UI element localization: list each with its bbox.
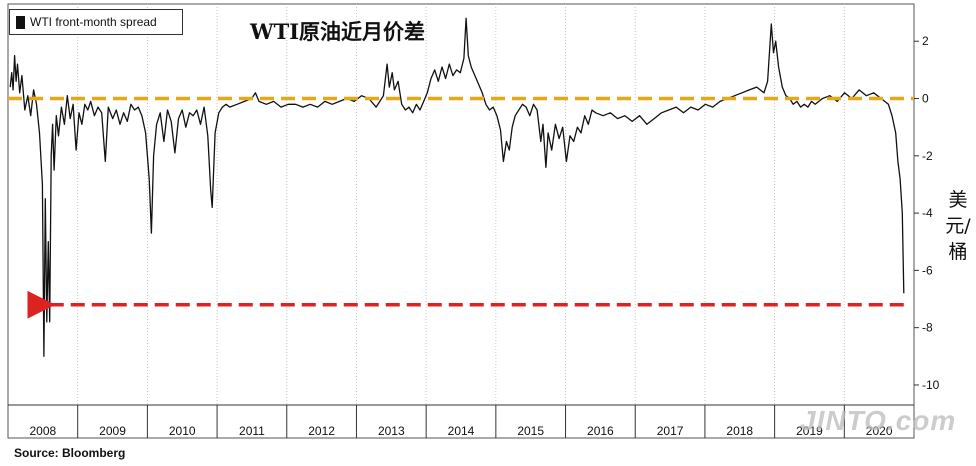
x-tick-label: 2018 (726, 424, 753, 438)
reference-lines (8, 96, 914, 319)
x-axis: 2008 2009 2010 2011 2012 2013 2014 2015 2016 2017… (8, 404, 914, 438)
x-tick-label: 2017 (657, 424, 684, 438)
y-axis: 2 0 -2 -4 -6 -8 -10 (914, 34, 940, 392)
x-tick-label: 2015 (517, 424, 544, 438)
x-tick-label: 2012 (308, 424, 335, 438)
y-tick-label: -10 (922, 378, 940, 392)
legend-entry: WTI front-month spread (30, 15, 157, 29)
x-tick-label: 2014 (448, 424, 475, 438)
x-tick-label: 2009 (99, 424, 126, 438)
x-tick-label: 2013 (378, 424, 405, 438)
plot-frame (7, 3, 915, 439)
x-tick-label: 2019 (796, 424, 823, 438)
chart-title: WTI原油近月价差 (250, 19, 426, 44)
y-tick-label: -8 (922, 321, 933, 335)
y-tick-label: -2 (922, 149, 933, 163)
watermark: JINTO.com (800, 405, 957, 436)
source-note: Source: Bloomberg (14, 446, 126, 460)
y-axis-label: 美元/桶 (945, 189, 971, 263)
x-tick-label: 2020 (866, 424, 893, 438)
x-tick-label: 2016 (587, 424, 614, 438)
legend: WTI front-month spread (9, 9, 183, 35)
legend-swatch (16, 15, 25, 29)
y-tick-label: 2 (922, 34, 929, 48)
y-tick-label: -4 (922, 206, 933, 220)
y-tick-label: -6 (922, 263, 933, 277)
x-tick-label: 2008 (29, 424, 56, 438)
grid (77, 4, 845, 405)
y-tick-label: 0 (922, 92, 929, 106)
x-tick-label: 2011 (239, 424, 265, 438)
x-tick-label: 2010 (169, 424, 196, 438)
